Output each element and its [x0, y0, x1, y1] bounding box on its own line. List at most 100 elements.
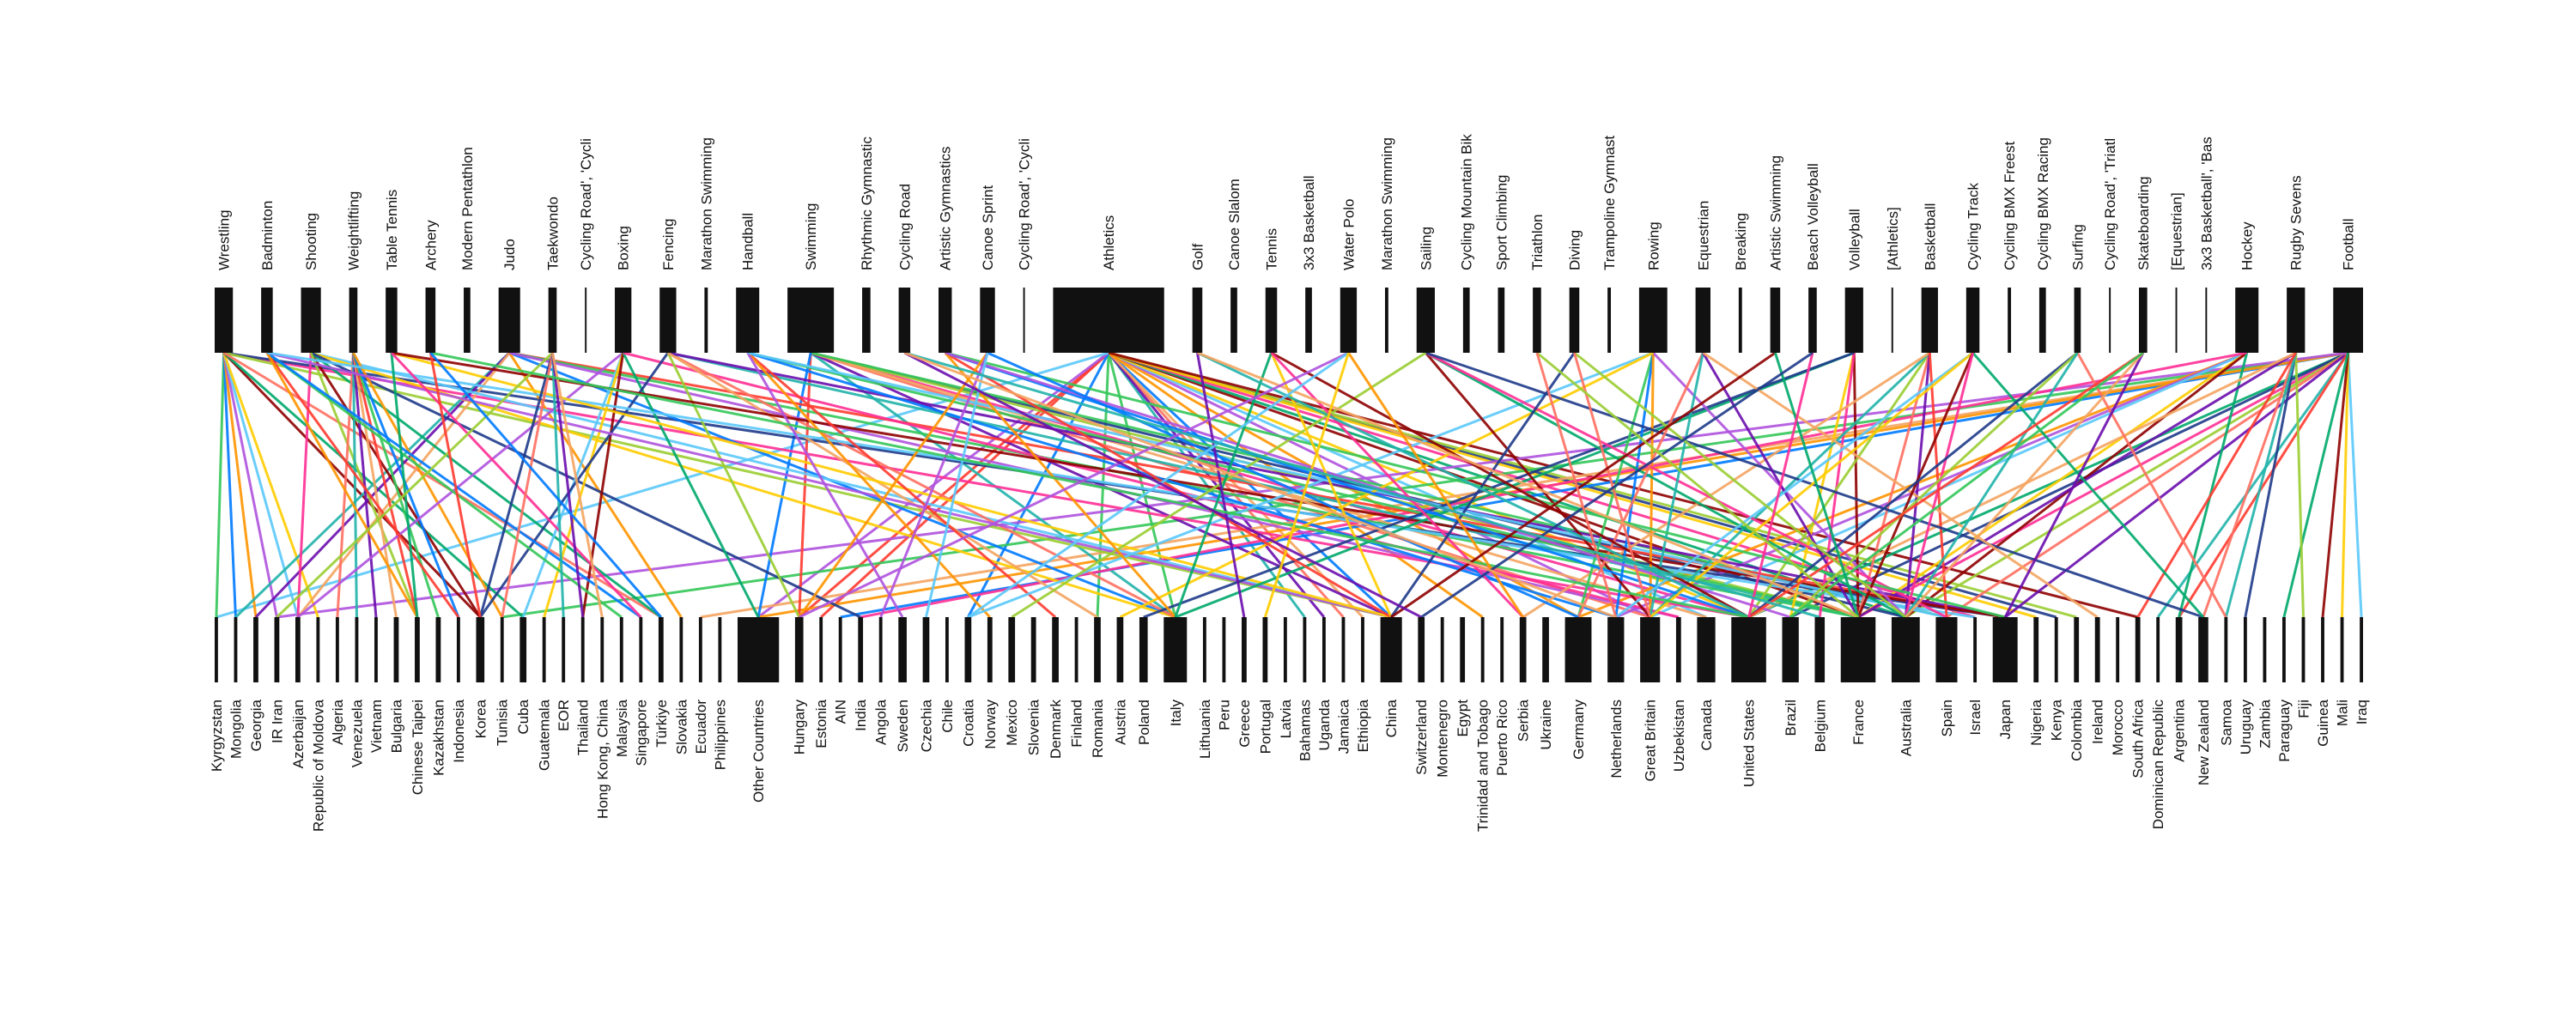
sport-node [301, 288, 321, 353]
link [1614, 352, 1655, 618]
link [2347, 352, 2363, 618]
link [351, 352, 358, 618]
link [1011, 351, 1427, 619]
link [967, 351, 1350, 619]
link [2294, 352, 2305, 618]
country-node [1935, 617, 1958, 682]
sport-label: Cycling Road', 'Cycli [578, 138, 594, 270]
link [1702, 351, 2099, 619]
sport-node [2333, 288, 2363, 353]
country-label: Republic of Moldova [310, 699, 326, 832]
sport-label: Wrestling [216, 209, 233, 270]
sport-node [1808, 288, 1817, 353]
link [903, 351, 1820, 619]
sport-node [1192, 288, 1203, 353]
country-label: Lithuania [1197, 699, 1213, 759]
country-node [1973, 617, 1978, 682]
country-node [1731, 617, 1766, 682]
country-node [2156, 617, 2160, 682]
link [581, 352, 625, 618]
sport-label: Table Tennis [384, 190, 400, 270]
sport-label: Marathon Swimming [698, 137, 714, 270]
link [1857, 351, 2349, 619]
country-label: Kazakhstan [430, 700, 447, 776]
country-label: Serbia [1516, 699, 1532, 742]
country-node [838, 617, 842, 682]
link [351, 352, 398, 618]
country-label: Mali [2335, 700, 2351, 726]
link [265, 352, 419, 618]
country-label: Austria [1112, 699, 1128, 744]
country-label: Türkiye [653, 700, 670, 748]
link [1577, 352, 1704, 618]
link [799, 351, 1350, 619]
country-label: Greece [1236, 700, 1253, 748]
link [925, 352, 989, 618]
sport-label: Rhythmic Gymnastic [859, 136, 875, 270]
country-label: Ukraine [1538, 700, 1554, 750]
country-label: Paraguay [2276, 700, 2293, 762]
country-node [600, 617, 605, 682]
country-node [2094, 617, 2100, 682]
country-label: Puerto Rico [1494, 700, 1510, 776]
link [2202, 352, 2298, 618]
country-node [1341, 617, 1346, 682]
sport-label: Artistic Gymnastics [938, 146, 954, 270]
country-label: Finland [1069, 700, 1085, 748]
country-label: Zambia [2257, 699, 2273, 748]
country-node [922, 617, 930, 682]
country-node [1607, 617, 1625, 682]
link [336, 352, 355, 618]
links [215, 351, 2363, 619]
country-label: Samoa [2218, 699, 2234, 745]
link [1904, 352, 1975, 618]
country-label: Morocco [2110, 700, 2126, 755]
country-label: South Africa [2130, 699, 2147, 778]
nodes [215, 288, 2363, 682]
country-label: Hungary [792, 700, 808, 755]
link [351, 352, 378, 618]
sport-label: Canoe Slalom [1226, 179, 1242, 270]
country-node [987, 617, 993, 682]
sport-label: Cycling Road', 'Cycli [1017, 138, 1033, 270]
link [1107, 352, 1306, 618]
country-node [2263, 617, 2267, 682]
link [550, 352, 604, 618]
link [429, 352, 662, 618]
country-label: Colombia [2069, 699, 2085, 760]
link [1108, 351, 2139, 619]
link [351, 352, 440, 618]
country-node [215, 617, 218, 682]
sport-node [1023, 288, 1025, 353]
sport-node [498, 288, 520, 353]
sport-node [1462, 288, 1470, 353]
link [2178, 352, 2249, 618]
sport-node [2139, 288, 2148, 353]
country-node [1480, 617, 1485, 682]
country-node [2198, 617, 2208, 682]
link [746, 352, 904, 618]
link [265, 352, 460, 618]
link [798, 352, 989, 618]
sport-label: Football [2341, 219, 2357, 270]
link [550, 352, 565, 618]
country-node [2301, 617, 2306, 682]
sport-label: Basketball [1922, 203, 1938, 270]
link [266, 351, 1392, 619]
country-node [658, 617, 664, 682]
sport-node [1770, 288, 1781, 353]
country-label: Mexico [1004, 700, 1020, 746]
country-label: United States [1741, 700, 1758, 787]
country-node [639, 617, 643, 682]
country-node [1008, 617, 1016, 682]
sport-node [1305, 288, 1312, 353]
sport-label: Cycling Road', 'Triatl [2102, 138, 2118, 270]
link [667, 351, 1176, 619]
country-label: Guatemala [537, 699, 553, 771]
link [352, 352, 504, 618]
link [1747, 352, 1814, 618]
country-label: Japan [1997, 700, 2014, 739]
link [428, 352, 482, 618]
link [747, 351, 1859, 619]
link [2003, 352, 2145, 618]
